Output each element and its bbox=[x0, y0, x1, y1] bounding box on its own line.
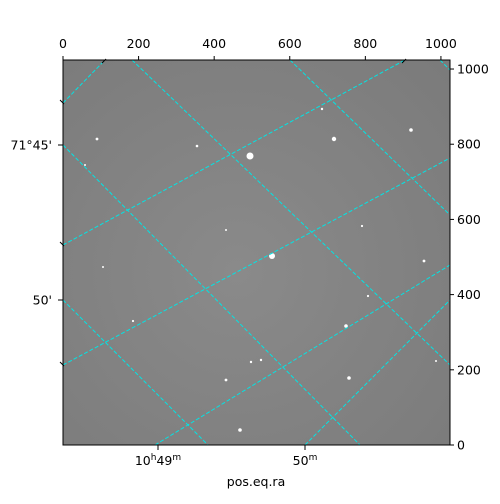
grid-line bbox=[131, 59, 451, 366]
y-tick-label: 0 bbox=[457, 438, 465, 453]
grid-line bbox=[62, 59, 406, 246]
x-tick-label: 1000 bbox=[425, 36, 457, 51]
x-tick-label: 800 bbox=[353, 36, 377, 51]
grid-line bbox=[439, 59, 451, 71]
grid-line bbox=[62, 157, 451, 366]
grid-line bbox=[62, 144, 361, 446]
x-tick-label: 200 bbox=[127, 36, 151, 51]
world-x-tick bbox=[101, 58, 107, 64]
y-tick-label: 400 bbox=[457, 287, 481, 302]
grid-line bbox=[154, 264, 451, 446]
world-x-tick bbox=[401, 58, 407, 64]
x-axis-label: pos.eq.ra bbox=[227, 474, 285, 489]
grid-line bbox=[62, 59, 106, 104]
y-tick-label: 1000 bbox=[457, 62, 489, 77]
sky-image bbox=[63, 60, 450, 445]
y-tick-label: 200 bbox=[457, 362, 481, 377]
x-tick-label: 400 bbox=[202, 36, 226, 51]
world-x-tick-label: 10h49m bbox=[135, 453, 181, 468]
grid-line bbox=[304, 299, 451, 446]
world-y-tick-label: 50' bbox=[33, 293, 52, 308]
y-tick-label: 800 bbox=[457, 137, 481, 152]
world-y-tick bbox=[59, 241, 65, 247]
world-y-tick bbox=[59, 361, 65, 367]
x-tick-label: 0 bbox=[59, 36, 67, 51]
x-tick-label: 600 bbox=[278, 36, 302, 51]
frame bbox=[62, 59, 451, 446]
world-y-tick bbox=[59, 99, 65, 105]
grid-line bbox=[289, 59, 451, 216]
world-grid bbox=[62, 59, 451, 446]
y-tick-label: 600 bbox=[457, 212, 481, 227]
world-y-tick-label: 71°45' bbox=[11, 138, 53, 153]
world-x-tick-label: 50m bbox=[293, 453, 318, 468]
grid-line bbox=[62, 299, 209, 446]
